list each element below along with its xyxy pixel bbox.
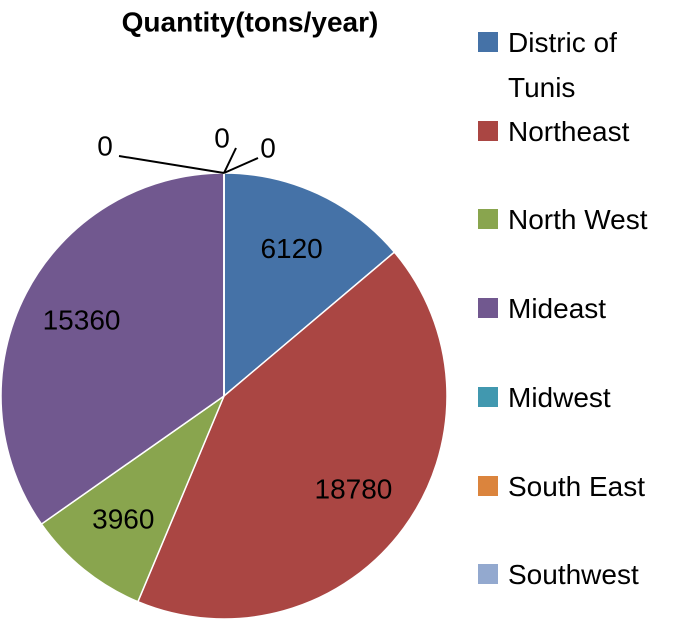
pie-slice [0, 172, 225, 526]
chart-title: Quantity(tons/year) [122, 6, 379, 37]
legend-item: Mideast [478, 286, 678, 346]
legend-item: North West [478, 197, 678, 257]
legend-label: Northeast [508, 115, 630, 147]
pie-slice [136, 251, 448, 620]
data-label: 3960 [92, 503, 154, 534]
legend-label: North West [508, 204, 648, 236]
leader-line [118, 155, 225, 174]
legend-label: Mideast [508, 293, 607, 325]
pie-slice [223, 172, 396, 398]
legend-item: Midwest [478, 375, 678, 435]
data-label: 6120 [260, 233, 322, 264]
data-label: 18780 [315, 473, 393, 504]
legend-label: South East [508, 470, 645, 502]
legend-item: Southwest [478, 552, 678, 612]
leader-line [223, 147, 237, 174]
legend-item: Distric of Tunis [478, 20, 678, 103]
legend-label: Southwest [508, 559, 639, 591]
leader-line [223, 157, 259, 174]
legend-swatch [478, 298, 498, 319]
data-label: 0 [260, 132, 276, 163]
legend-swatch [478, 386, 498, 407]
legend-swatch [478, 32, 498, 52]
legend-swatch [478, 120, 498, 141]
legend-item: South East [478, 464, 678, 524]
legend-label: Distric of Tunis [508, 27, 617, 103]
legend-swatch [478, 209, 498, 230]
legend-swatch [478, 564, 498, 585]
data-label: 0 [97, 130, 113, 161]
legend-label: Midwest [508, 381, 611, 413]
legend-swatch [478, 475, 498, 496]
legend-item: Northeast [478, 109, 678, 169]
data-label: 0 [214, 122, 230, 153]
data-label: 15360 [43, 304, 121, 335]
pie-slice [40, 393, 226, 603]
